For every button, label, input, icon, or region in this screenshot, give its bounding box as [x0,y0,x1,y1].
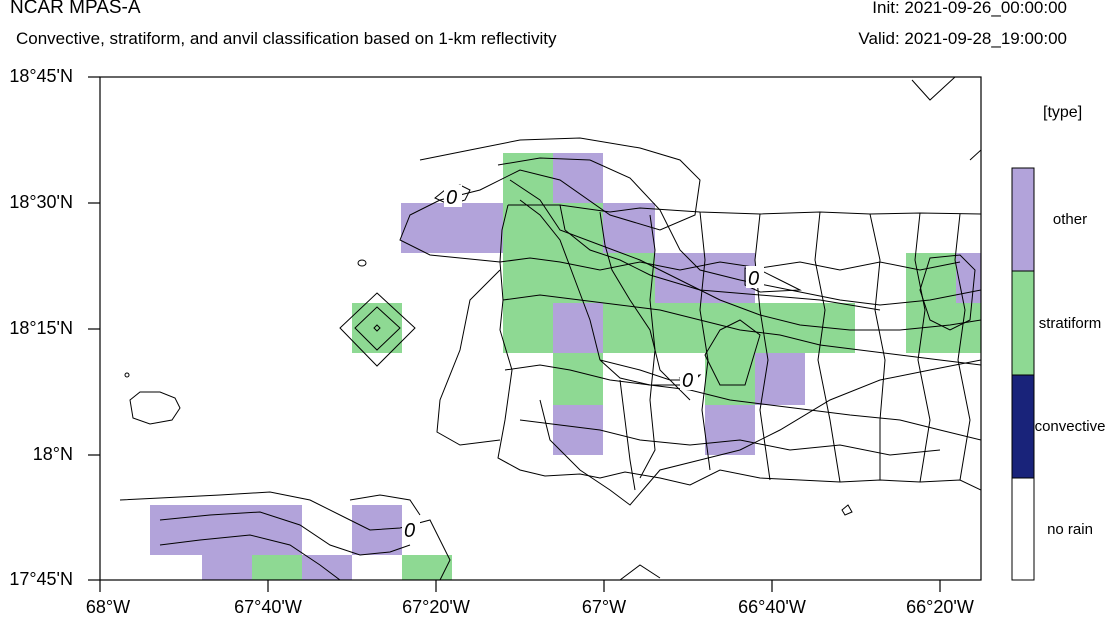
classification-cells [150,153,981,580]
lon-label: 66°40'W [738,597,806,617]
contour-label: 0 [682,370,693,392]
stratiform-cell [402,555,452,580]
lat-label: 18°45'N [9,66,73,86]
contour-line [497,157,981,306]
plot-subtitle: Convective, stratiform, and anvil classi… [16,29,557,48]
contour-label: 0 [404,520,415,542]
other-cell [956,253,981,303]
stratiform-cell [553,353,603,405]
other-cell [603,203,655,253]
municipality-border [704,319,761,386]
stratiform-cell [503,253,655,303]
stratiform-cell [906,253,956,353]
contour-label: 0 [446,187,457,209]
lon-label: 67°40'W [234,597,302,617]
stratiform-cell [503,203,603,253]
municipality-border [499,257,961,271]
municipality-border [519,199,601,361]
contour-line [509,179,981,331]
lat-label: 18°15'N [9,318,73,338]
contour-line [119,491,451,580]
contour-line [599,359,691,386]
contour-line [349,494,421,516]
lat-label: 17°45'N [9,569,73,589]
lon-label: 66°20'W [906,597,974,617]
legend-swatch-no-rain [1011,477,1035,581]
stratiform-cell [252,555,302,580]
contour-line [911,77,956,101]
stratiform-cell [503,303,553,353]
municipality-border [619,379,636,491]
legend-label-other: other [1052,211,1088,228]
model-title: NCAR MPAS-A [10,0,141,18]
contour-line [159,534,341,580]
municipality-border [504,364,981,441]
contour-line [436,269,501,446]
other-cell [553,405,603,455]
caja-de-muertos-coastline [841,504,853,516]
contour-labels: 0 0 0 0 [402,185,764,542]
lon-label: 68°W [85,597,131,617]
contour-line [354,306,401,351]
other-cells [150,153,981,580]
municipality-border [699,211,711,471]
municipality-border [919,254,976,331]
mona-island-coastline [129,391,181,425]
stratiform-cell [603,303,855,353]
contour-label: 0 [748,268,759,290]
stratiform-cell [503,153,553,203]
legend-label-stratiform: stratiform [1038,315,1102,332]
other-cell [705,405,755,455]
init-time-label: Init: 2021-09-26_00:00:00 [872,0,1067,17]
map-lines [119,77,981,580]
contour-line [539,359,981,506]
puerto-rico-coastline [497,204,981,491]
other-cell [755,353,805,405]
stratiform-cell [352,303,402,353]
other-cell [202,555,252,580]
plot-frame [88,76,982,592]
contour-line [159,511,411,556]
contour-line [399,137,701,263]
municipality-border [639,214,656,479]
stratiform-cells [252,153,981,580]
legend-unit-label: [type] [1043,104,1083,121]
other-cell [302,555,352,580]
lat-label: 18°30'N [9,192,73,212]
legend-colorbar [1011,167,1035,581]
lon-label: 67°W [581,597,627,617]
other-cell [553,153,603,203]
municipality-border [814,211,841,483]
municipality-border [559,204,881,311]
contour-line [373,324,381,332]
islet-coastline [124,372,130,378]
municipality-border [869,213,886,480]
stratiform-cell [705,353,755,405]
legend-label-no-rain: no rain [1047,521,1093,538]
lon-label: 67°20'W [402,597,470,617]
legend-label-convective: convective [1034,418,1106,435]
municipality-border [502,294,981,366]
valid-time-label: Valid: 2021-09-28_19:00:00 [858,29,1067,48]
other-cell [401,203,503,253]
municipality-border [519,419,941,456]
islet-coastline [357,259,367,267]
contour-line [339,292,416,367]
municipality-border [754,213,771,481]
contour-line [969,149,981,161]
contour-line [619,564,661,580]
other-cell [553,303,603,353]
municipality-border [914,212,931,483]
municipality-border [599,211,691,401]
municipality-border [954,213,971,481]
other-cell [150,505,302,555]
lat-label: 18°N [32,444,73,464]
